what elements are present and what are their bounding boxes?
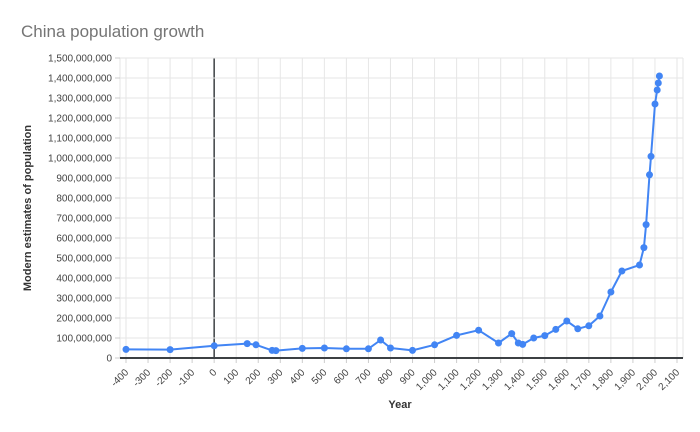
data-point <box>647 152 655 160</box>
data-point <box>453 331 461 339</box>
chart-title: China population growth <box>21 22 205 41</box>
y-tick-label: 100,000,000 <box>56 334 112 345</box>
y-tick-label: 900,000,000 <box>56 174 112 185</box>
data-point <box>122 345 130 353</box>
data-point <box>508 330 516 338</box>
data-point <box>409 346 416 354</box>
x-tick-label: 1,000 <box>414 367 440 393</box>
data-point <box>530 334 538 342</box>
data-point <box>519 340 527 348</box>
x-tick-label: 1,100 <box>436 367 462 393</box>
data-point <box>364 345 372 353</box>
y-tick-label: 0 <box>106 354 112 365</box>
x-tick-label: 2,100 <box>657 367 683 393</box>
y-tick-label: 200,000,000 <box>56 314 112 325</box>
data-point <box>495 339 502 347</box>
x-tick-label: 1,300 <box>480 367 506 393</box>
x-tick-label: 1,200 <box>458 367 484 393</box>
data-point <box>596 312 604 320</box>
series-line <box>125 75 661 352</box>
y-tick-label: 1,300,000,000 <box>48 94 112 105</box>
data-point <box>298 344 306 352</box>
data-point <box>646 171 653 179</box>
data-point <box>585 322 593 330</box>
y-tick-label: 800,000,000 <box>56 194 112 205</box>
x-tick-label: 1,800 <box>591 367 617 393</box>
x-tick-label: -100 <box>175 367 197 389</box>
data-point <box>243 340 251 348</box>
x-tick-label: 700 <box>354 367 374 387</box>
x-tick-label: 400 <box>288 367 308 387</box>
data-point <box>377 336 385 344</box>
x-tick-label: 0 <box>208 367 220 379</box>
data-point <box>552 325 560 333</box>
x-tick-label: 1,500 <box>524 367 550 393</box>
x-axis-title: Year <box>388 399 412 411</box>
y-tick-label: 1,200,000,000 <box>48 114 112 125</box>
x-tick-label: -200 <box>153 367 175 389</box>
data-point <box>210 342 218 350</box>
data-point <box>574 325 582 333</box>
data-point <box>653 86 661 94</box>
x-tick-label: 1,600 <box>546 367 572 393</box>
y-tick-label: 1,000,000,000 <box>48 154 112 165</box>
data-point <box>252 341 260 349</box>
x-tick-label: -400 <box>109 367 131 389</box>
data-point <box>475 326 483 334</box>
data-point <box>563 317 571 325</box>
x-tick-label: 1,900 <box>613 367 639 393</box>
y-tick-label: 600,000,000 <box>56 234 112 245</box>
x-tick-label: 100 <box>222 367 242 387</box>
x-tick-label: -300 <box>131 367 153 389</box>
data-point <box>655 72 663 80</box>
x-tick-label: 1,400 <box>502 367 528 393</box>
series <box>122 72 663 355</box>
x-tick-label: 200 <box>244 367 264 387</box>
y-tick-label: 300,000,000 <box>56 294 112 305</box>
y-tick-label: 1,100,000,000 <box>48 134 112 145</box>
y-tick-label: 400,000,000 <box>56 274 112 285</box>
data-point <box>654 79 662 87</box>
x-tick-label: 1,700 <box>568 367 594 393</box>
x-tick-label: 600 <box>332 367 352 387</box>
axis-ticks-and-labels: 0 100,000,000 200,000,000 300,000,000 400,00… <box>48 54 683 393</box>
y-tick-label: 700,000,000 <box>56 214 112 225</box>
data-point <box>166 346 174 354</box>
data-point <box>651 100 659 108</box>
data-point <box>431 341 439 349</box>
y-tick-label: 1,500,000,000 <box>48 54 112 65</box>
x-tick-label: 2,000 <box>635 367 661 393</box>
data-point <box>387 344 394 352</box>
data-point <box>342 345 350 353</box>
data-point <box>607 288 615 296</box>
data-point <box>272 347 280 355</box>
data-point <box>618 267 626 275</box>
data-point <box>640 244 648 252</box>
data-point <box>320 344 328 352</box>
x-tick-label: 800 <box>376 367 396 387</box>
gridlines <box>119 57 684 358</box>
x-tick-label: 300 <box>266 367 286 387</box>
x-tick-label: 500 <box>310 367 330 387</box>
data-point <box>642 221 650 229</box>
y-axis-title: Modern estimates of population <box>22 125 34 292</box>
data-point <box>636 261 643 269</box>
data-point <box>541 332 549 340</box>
y-tick-label: 1,400,000,000 <box>48 74 112 85</box>
y-tick-label: 500,000,000 <box>56 254 112 265</box>
